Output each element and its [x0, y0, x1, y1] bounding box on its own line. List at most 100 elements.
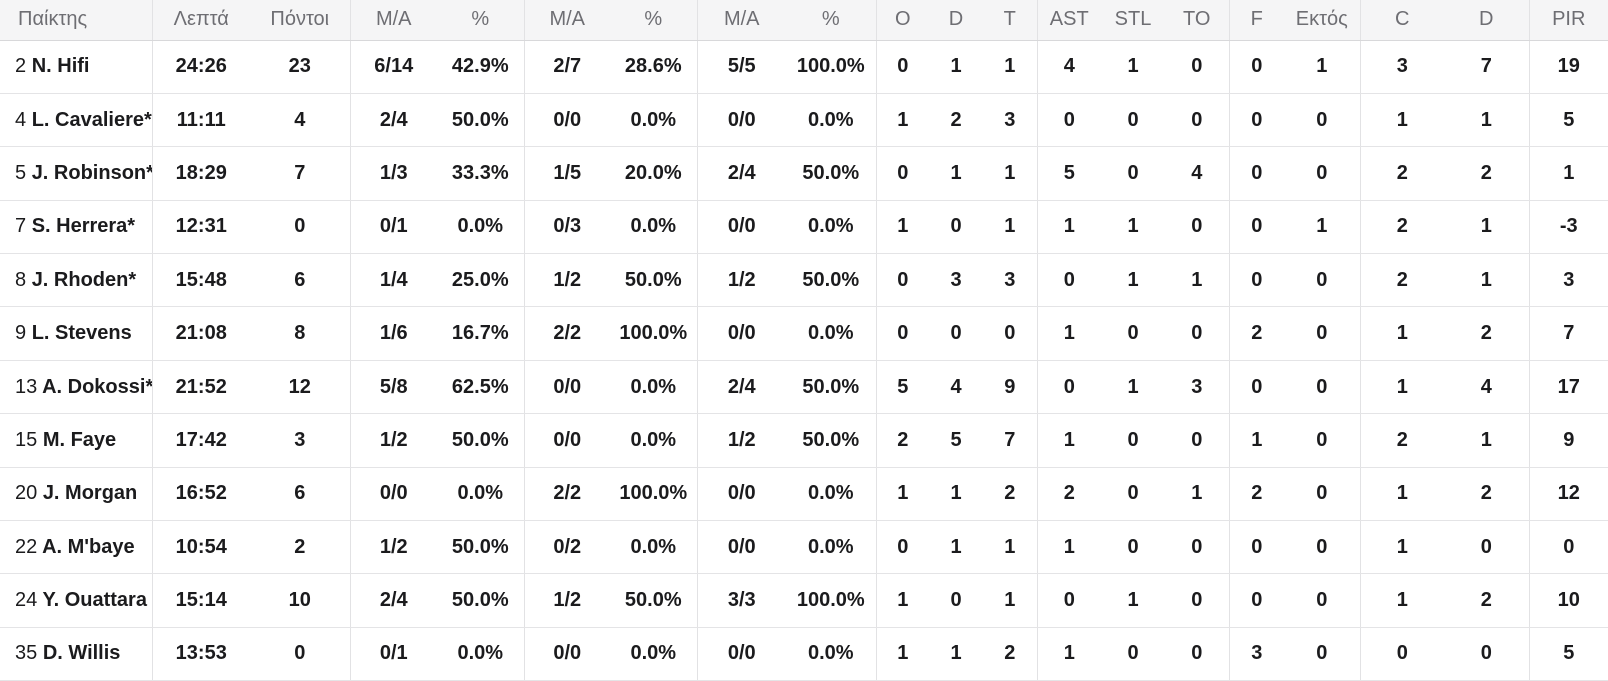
- player-row[interactable]: 5 J. Robinson* 18:29 7 1/3 33.3% 1/5 20.0% 2/4…: [0, 146, 1608, 201]
- player-row[interactable]: 8 J. Rhoden* 15:48 6 1/4 25.0% 1/2 50.0% 1/2 50…: [0, 253, 1608, 308]
- stat-cell: 62.5%: [437, 360, 525, 415]
- stat-cell: 0: [1037, 573, 1101, 628]
- stat-cell: 0: [876, 520, 929, 575]
- stat-cell: 0: [1037, 360, 1101, 415]
- stat-cell: 50.0%: [610, 573, 698, 628]
- player-name: L. Cavaliere*: [31, 108, 152, 131]
- stat-cell: 0/0: [697, 200, 786, 255]
- stat-cell: 0: [1360, 627, 1444, 681]
- stat-cell: 2: [1229, 306, 1284, 361]
- player-row[interactable]: 2 N. Hifi 24:26 23 6/14 42.9% 2/7 28.6% 5/5 100…: [0, 40, 1608, 94]
- stat-cell: 0: [929, 306, 983, 361]
- player-name: A. M'baye: [42, 535, 135, 558]
- stat-cell: 10: [1529, 573, 1608, 628]
- stat-cell: 0: [1101, 467, 1165, 522]
- col-header-blocks-against: D: [1444, 0, 1530, 41]
- stat-cell: 0: [1229, 93, 1284, 148]
- stat-cell: 1: [1101, 40, 1165, 94]
- stat-cell: 0/3: [524, 200, 610, 255]
- player-name: J. Robinson*: [31, 161, 152, 184]
- stat-cell: 10:54: [152, 520, 250, 575]
- player-cell: 35 D. Willis: [0, 627, 153, 681]
- stat-cell: 7: [1444, 40, 1530, 94]
- stat-cell: 0: [1165, 520, 1230, 575]
- stat-cell: 0.0%: [786, 467, 877, 522]
- stat-cell: 1/2: [350, 520, 437, 575]
- stat-cell: 2/4: [697, 360, 786, 415]
- stat-cell: 3: [983, 93, 1038, 148]
- stat-cell: 0.0%: [610, 200, 698, 255]
- header-row: Παίκτης Λεπτά Πόντοι M/A % M/A % M/A % O…: [0, 0, 1608, 41]
- player-cell: 2 N. Hifi: [0, 40, 153, 94]
- stat-cell: 0/0: [524, 360, 610, 415]
- stat-cell: 1: [1037, 200, 1101, 255]
- stat-cell: 11:11: [152, 93, 250, 148]
- stat-cell: 2: [1360, 413, 1444, 468]
- stat-cell: 0: [1444, 627, 1530, 681]
- stat-cell: 50.0%: [437, 520, 525, 575]
- stat-cell: 0: [1284, 413, 1361, 468]
- stat-cell: 1/3: [350, 146, 437, 201]
- player-row[interactable]: 13 A. Dokossi* 21:52 12 5/8 62.5% 0/0 0.0% 2/4…: [0, 360, 1608, 415]
- player-row[interactable]: 9 L. Stevens 21:08 8 1/6 16.7% 2/2 100.0% 0/0 0…: [0, 306, 1608, 361]
- player-row[interactable]: 22 A. M'baye 10:54 2 1/2 50.0% 0/2 0.0% 0/0 0.0…: [0, 520, 1608, 575]
- stat-cell: 0.0%: [610, 520, 698, 575]
- stat-cell: 4: [929, 360, 983, 415]
- stat-cell: 5/5: [697, 40, 786, 94]
- stat-cell: 12:31: [152, 200, 250, 255]
- stat-cell: 0/0: [697, 306, 786, 361]
- jersey-number: 7: [15, 215, 27, 238]
- stat-cell: 1: [1444, 200, 1530, 255]
- stat-cell: 7: [983, 413, 1038, 468]
- stat-cell: 1/2: [697, 253, 786, 308]
- stat-cell: 1: [1360, 93, 1444, 148]
- stat-cell: 5: [1037, 146, 1101, 201]
- stat-cell: 24:26: [152, 40, 250, 94]
- stat-cell: 3: [1529, 253, 1608, 308]
- stat-cell: 0: [1229, 200, 1284, 255]
- stat-cell: 1/6: [350, 306, 437, 361]
- stat-cell: 1: [929, 146, 983, 201]
- stat-cell: 50.0%: [786, 253, 877, 308]
- stat-cell: 0: [1229, 360, 1284, 415]
- stat-cell: 0/1: [350, 200, 437, 255]
- stat-cell: 1: [1360, 467, 1444, 522]
- player-row[interactable]: 35 D. Willis 13:53 0 0/1 0.0% 0/0 0.0% 0/0 0.0%…: [0, 627, 1608, 681]
- player-row[interactable]: 24 Y. Ouattara 15:14 10 2/4 50.0% 1/2 50.0% 3/…: [0, 573, 1608, 628]
- player-row[interactable]: 20 J. Morgan 16:52 6 0/0 0.0% 2/2 100.0% 0/0 0.…: [0, 467, 1608, 522]
- stat-cell: 1/2: [524, 253, 610, 308]
- stat-cell: -3: [1529, 200, 1608, 255]
- col-header-ft-made-attempted: M/A: [697, 0, 786, 41]
- player-row[interactable]: 15 M. Faye 17:42 3 1/2 50.0% 0/0 0.0% 1/2 50.0%…: [0, 413, 1608, 468]
- stat-cell: 42.9%: [437, 40, 525, 94]
- stat-cell: 0/0: [697, 627, 786, 681]
- stat-cell: 100.0%: [786, 40, 877, 94]
- stat-cell: 16:52: [152, 467, 250, 522]
- stat-cell: 20.0%: [610, 146, 698, 201]
- stat-cell: 0: [1284, 360, 1361, 415]
- stat-cell: 0: [1284, 627, 1361, 681]
- stat-cell: 1/4: [350, 253, 437, 308]
- col-header-fouls-against: Εκτός: [1284, 0, 1361, 41]
- stat-cell: 0.0%: [610, 360, 698, 415]
- stat-cell: 0.0%: [437, 627, 525, 681]
- jersey-number: 35: [15, 642, 38, 665]
- stat-cell: 6: [250, 467, 351, 522]
- player-name: A. Dokossi*: [42, 375, 152, 398]
- stat-cell: 2: [983, 467, 1038, 522]
- stat-cell: 5/8: [350, 360, 437, 415]
- stat-cell: 17: [1529, 360, 1608, 415]
- player-row[interactable]: 7 S. Herrera* 12:31 0 0/1 0.0% 0/3 0.0% 0/0 0.0…: [0, 200, 1608, 255]
- stat-cell: 0/0: [350, 467, 437, 522]
- stat-cell: 0: [1037, 253, 1101, 308]
- stat-cell: 1: [1444, 253, 1530, 308]
- player-name: J. Morgan: [42, 482, 138, 505]
- stat-cell: 1: [876, 200, 929, 255]
- stat-cell: 1: [1360, 306, 1444, 361]
- stat-cell: 3: [1360, 40, 1444, 94]
- stat-cell: 28.6%: [610, 40, 698, 94]
- stat-cell: 100.0%: [610, 306, 698, 361]
- stat-cell: 2: [876, 413, 929, 468]
- player-row[interactable]: 4 L. Cavaliere* 11:11 4 2/4 50.0% 0/0 0.0% 0/0…: [0, 93, 1608, 148]
- stat-cell: 21:08: [152, 306, 250, 361]
